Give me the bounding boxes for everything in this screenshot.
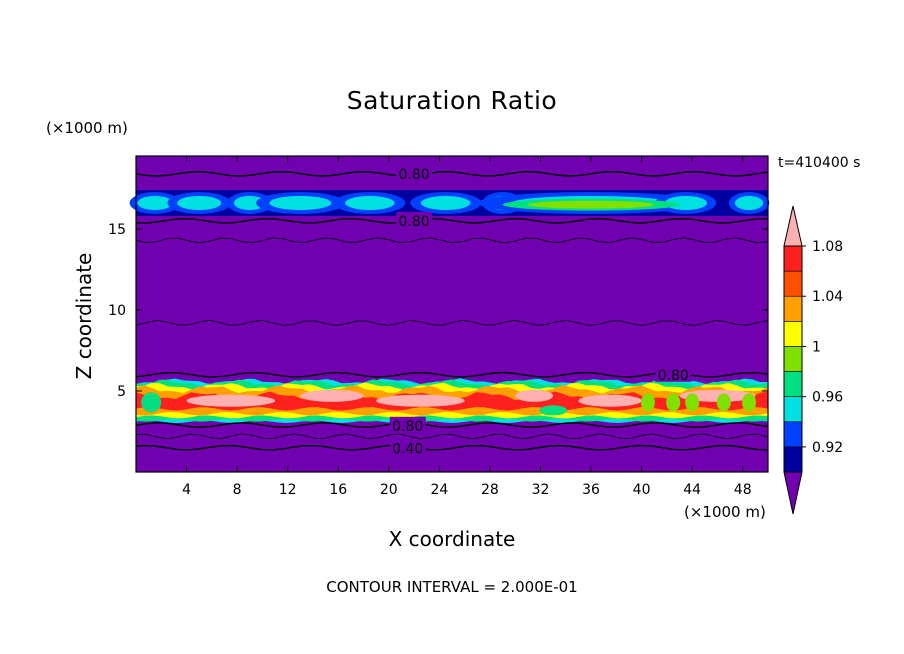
lower-band-pink-patch (300, 389, 364, 402)
contour-label: 0.40 (392, 442, 423, 458)
lower-band-green-patch (742, 393, 757, 412)
lower-band-pink-patch (578, 394, 642, 407)
contour-label: 0.80 (392, 419, 423, 435)
y-tick-label: 10 (108, 303, 126, 319)
colorbar: 0.92 0.96 1 1.04 1.08 (783, 205, 843, 515)
upper-band-blob-core (345, 195, 395, 210)
upper-band-blob-core (177, 195, 222, 210)
colorbar-segment (783, 396, 803, 423)
upper-band-yellowgreen (527, 200, 655, 209)
colorbar-segment (783, 421, 803, 448)
upper-band-blob-core (269, 195, 332, 210)
upper-band-blob-core (420, 195, 471, 210)
contour-label-bg (389, 439, 426, 456)
contour-label: 0.80 (658, 368, 689, 384)
colorbar-segment (783, 245, 803, 272)
contour-line-thin (135, 319, 769, 326)
x-tick-label: 20 (380, 482, 398, 498)
contour-line-thin (135, 237, 769, 244)
colorbar-segment (783, 346, 803, 372)
y-axis-unit: (×1000 m) (46, 119, 128, 137)
x-tick-label: 32 (532, 482, 550, 498)
x-tick-label: 24 (430, 482, 448, 498)
x-tick-label: 28 (481, 482, 499, 498)
lower-band-green-patch (640, 393, 655, 412)
lower-band-pink-patch (376, 394, 465, 407)
y-tick-label: 5 (117, 384, 126, 400)
x-axis-title: X coordinate (388, 527, 516, 551)
contour-interval-note: CONTOUR INTERVAL = 2.000E-01 (326, 578, 578, 596)
colorbar-label: 1.08 (812, 239, 843, 255)
colorbar-segment (783, 270, 803, 297)
contour-line-thin (135, 433, 769, 440)
contour-layer: 0.80 0.80 0.80 0.80 0.40 (135, 164, 769, 458)
contour-line (135, 170, 769, 177)
colorbar-label: 0.92 (812, 440, 843, 456)
contour-label-bg (396, 211, 433, 228)
lower-band-green-patch (716, 393, 731, 412)
upper-band-blob-core (664, 195, 708, 210)
x-tick-label: 40 (633, 482, 651, 498)
field-layer (129, 156, 770, 472)
x-tick-label: 44 (683, 482, 701, 498)
colorbar-segment (783, 321, 803, 347)
x-tick-label: 16 (329, 482, 347, 498)
x-tick-label: 12 (279, 482, 297, 498)
colorbar-label: 1.04 (812, 289, 843, 305)
x-tick-label: 36 (582, 482, 600, 498)
lower-band-green-patch (685, 393, 700, 412)
contour-label-bg (655, 365, 692, 382)
contour-line (135, 422, 769, 428)
lower-band-pink-patch (186, 394, 276, 407)
lower-band-edge-patch (539, 405, 568, 416)
colorbar-upper-arrow (783, 205, 803, 247)
contour-line (135, 217, 769, 224)
x-tick-label: 8 (233, 482, 242, 498)
upper-band-blob-core (233, 195, 266, 210)
y-tick-label: 15 (108, 222, 126, 238)
lower-band-pink-patch (515, 389, 554, 402)
colorbar-frame (783, 245, 803, 473)
plot-frame (135, 155, 769, 473)
colorbar-segment (783, 446, 803, 473)
contour-label-bg (389, 416, 426, 433)
chart-title: Saturation Ratio (346, 86, 558, 115)
x-tick-label: 4 (182, 482, 191, 498)
colorbar-label: 1 (812, 339, 821, 355)
contour-label-bg (396, 164, 433, 181)
upper-band-blob-core (734, 195, 764, 210)
contour-line (135, 444, 769, 451)
lower-band-green-patch (666, 393, 681, 412)
lower-band-edge-patch (141, 392, 162, 413)
upper-band-blob-core (137, 195, 173, 210)
contour-label: 0.80 (398, 214, 429, 230)
time-label: t=410400 s (778, 155, 861, 171)
colorbar-label: 0.96 (812, 390, 843, 406)
x-axis-unit: (×1000 m) (684, 503, 766, 521)
x-tick-label: 48 (734, 482, 752, 498)
colorbar-lower-arrow (783, 471, 803, 515)
contour-label: 0.80 (398, 167, 429, 183)
colorbar-segment (783, 295, 803, 322)
colorbar-segment (783, 371, 803, 397)
